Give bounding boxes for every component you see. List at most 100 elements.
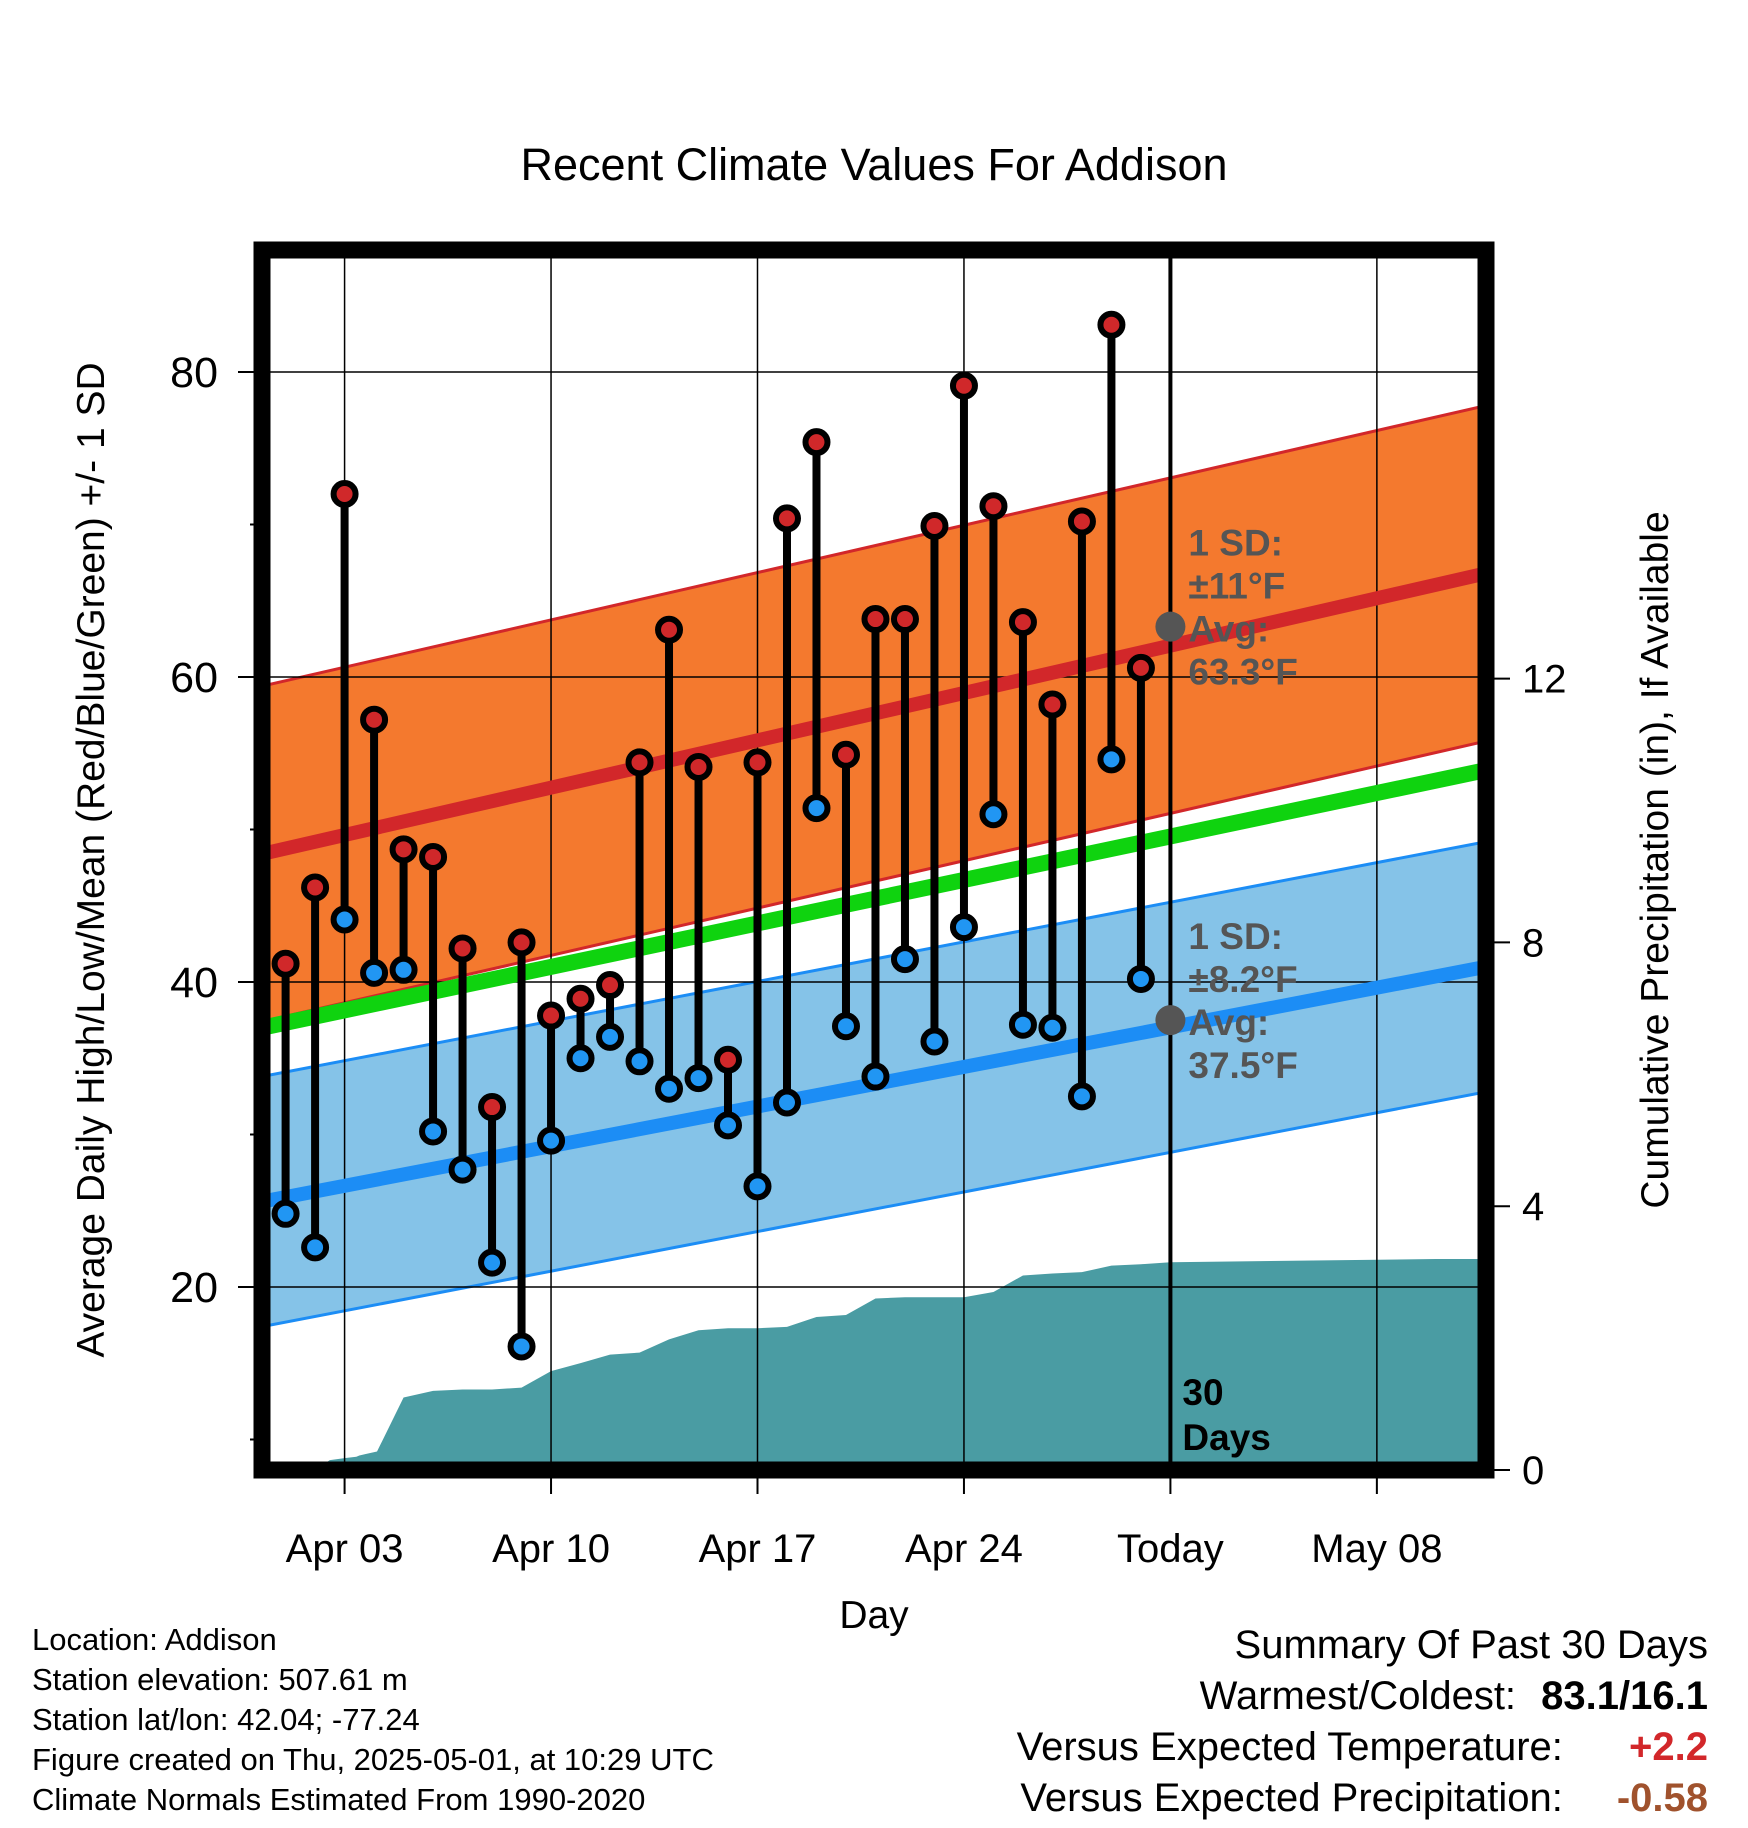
y-tick-label: 80 bbox=[170, 349, 218, 397]
plot-frame bbox=[253, 241, 1495, 1479]
x-tick-label: May 08 bbox=[1311, 1527, 1442, 1571]
daily-low-point bbox=[655, 1074, 684, 1103]
daily-high-point bbox=[949, 371, 978, 400]
daily-high-point bbox=[625, 748, 654, 777]
chart-title: Recent Climate Values For Addison bbox=[520, 139, 1227, 190]
low-avg-marker bbox=[1155, 1005, 1186, 1036]
daily-high-point bbox=[743, 748, 772, 777]
daily-high-point bbox=[1008, 608, 1037, 637]
latlon-text: Station lat/lon: 42.04; -77.24 bbox=[32, 1702, 420, 1737]
low-annotation-line4: 37.5°F bbox=[1188, 1045, 1297, 1086]
summary-panel: Summary Of Past 30 Days Warmest/Coldest:… bbox=[808, 1620, 1708, 1824]
daily-high-point bbox=[507, 928, 536, 957]
summary-title: Summary Of Past 30 Days bbox=[1234, 1623, 1708, 1667]
x-axis-label: Day bbox=[839, 1594, 909, 1637]
daily-high-point bbox=[802, 428, 831, 457]
temp-label: Versus Expected Temperature: bbox=[1016, 1725, 1563, 1769]
daily-high-point bbox=[537, 1001, 566, 1030]
y-tick-label: 60 bbox=[170, 654, 218, 702]
daily-low-point bbox=[861, 1062, 890, 1091]
x-tick-label: Apr 10 bbox=[492, 1527, 610, 1571]
elevation-text: Station elevation: 507.61 m bbox=[32, 1662, 408, 1697]
precip-value: -0.58 bbox=[1616, 1776, 1708, 1820]
daily-high-point bbox=[1067, 507, 1096, 536]
y2-tick-label: 8 bbox=[1522, 921, 1544, 965]
daily-low-point bbox=[448, 1155, 477, 1184]
daily-high-point bbox=[330, 480, 359, 508]
daily-low-point bbox=[537, 1126, 566, 1155]
daily-low-point bbox=[772, 1088, 801, 1117]
daily-high-point bbox=[920, 512, 949, 541]
daily-low-point bbox=[566, 1044, 595, 1073]
daily-high-point bbox=[772, 504, 801, 533]
daily-low-point bbox=[419, 1117, 448, 1146]
daily-low-point bbox=[743, 1172, 772, 1201]
summary-precipitation: Versus Expected Precipitation: -0.58 bbox=[808, 1773, 1708, 1824]
precip-area bbox=[285, 1258, 1486, 1470]
axis-ticks: 20 40 60 80 0 4 8 12 Apr 03 Apr 10 Apr 17 Apr 24 Tod… bbox=[170, 349, 1566, 1571]
daily-high-point bbox=[684, 752, 713, 781]
daily-low-point bbox=[301, 1233, 330, 1262]
daily-low-point bbox=[389, 955, 418, 984]
daily-low-point bbox=[1008, 1010, 1037, 1039]
today-days-label: Days bbox=[1182, 1417, 1270, 1458]
x-tick-label: Apr 24 bbox=[905, 1527, 1023, 1571]
daily-high-point bbox=[1038, 690, 1067, 719]
x-tick-label: Apr 17 bbox=[699, 1527, 817, 1571]
high-annotation-line3: Avg: bbox=[1188, 609, 1269, 650]
today-days-count: 30 bbox=[1182, 1372, 1223, 1413]
summary-temperature: Versus Expected Temperature: +2.2 bbox=[808, 1722, 1708, 1773]
daily-low-point bbox=[949, 913, 978, 942]
high-upper-edge bbox=[262, 404, 1486, 688]
daily-high-point bbox=[655, 615, 684, 644]
daily-high-point bbox=[448, 934, 477, 963]
daily-high-point bbox=[389, 835, 418, 864]
daily-low-point bbox=[330, 905, 359, 934]
daily-low-point bbox=[802, 794, 831, 823]
warmest-coldest-value: 83.1/16.1 bbox=[1541, 1674, 1708, 1718]
daily-low-point bbox=[714, 1111, 743, 1140]
daily-low-point bbox=[478, 1248, 507, 1277]
daily-high-point bbox=[566, 984, 595, 1013]
daily-high-point bbox=[360, 705, 389, 734]
y-axis-label: Average Daily High/Low/Mean (Red/Blue/Gr… bbox=[70, 362, 113, 1357]
daily-low-point bbox=[360, 958, 389, 987]
daily-high-point bbox=[714, 1045, 743, 1074]
high-annotation-line1: 1 SD: bbox=[1188, 523, 1283, 564]
y-tick-label: 40 bbox=[170, 959, 218, 1007]
y2-tick-label: 0 bbox=[1522, 1449, 1544, 1493]
daily-high-point bbox=[1097, 310, 1126, 339]
daily-low-point bbox=[1097, 745, 1126, 774]
daily-range-bars bbox=[271, 310, 1155, 1361]
daily-low-point bbox=[920, 1027, 949, 1056]
location-text: Location: Addison bbox=[32, 1622, 277, 1657]
daily-high-point bbox=[478, 1093, 507, 1122]
daily-low-point bbox=[625, 1047, 654, 1076]
precip-label: Versus Expected Precipitation: bbox=[1020, 1776, 1563, 1820]
y2-tick-label: 4 bbox=[1522, 1185, 1544, 1229]
y2-axis-label: Cumulative Precipitation (in), If Availa… bbox=[1634, 511, 1677, 1208]
y-tick-label: 20 bbox=[170, 1264, 218, 1312]
daily-low-point bbox=[271, 1199, 300, 1228]
low-annotation-line1: 1 SD: bbox=[1188, 916, 1283, 957]
x-tick-label: Today bbox=[1117, 1527, 1224, 1571]
normals-text: Climate Normals Estimated From 1990-2020 bbox=[32, 1782, 646, 1817]
high-avg-marker bbox=[1155, 611, 1186, 642]
daily-low-point bbox=[979, 800, 1008, 829]
daily-low-point bbox=[831, 1012, 860, 1041]
station-info: Location: Addison Station elevation: 507… bbox=[32, 1620, 714, 1820]
daily-high-point bbox=[890, 605, 919, 634]
daily-low-point bbox=[507, 1332, 536, 1361]
daily-low-point bbox=[1038, 1013, 1067, 1042]
y2-tick-label: 12 bbox=[1522, 658, 1567, 702]
daily-high-point bbox=[596, 971, 625, 1000]
daily-low-point bbox=[1126, 964, 1155, 993]
summary-warmest-coldest: Warmest/Coldest: 83.1/16.1 bbox=[808, 1671, 1708, 1722]
daily-high-point bbox=[271, 949, 300, 978]
daily-high-point bbox=[301, 873, 330, 902]
daily-high-point bbox=[979, 492, 1008, 521]
low-annotation-line3: Avg: bbox=[1188, 1002, 1269, 1043]
daily-high-point bbox=[861, 605, 890, 634]
